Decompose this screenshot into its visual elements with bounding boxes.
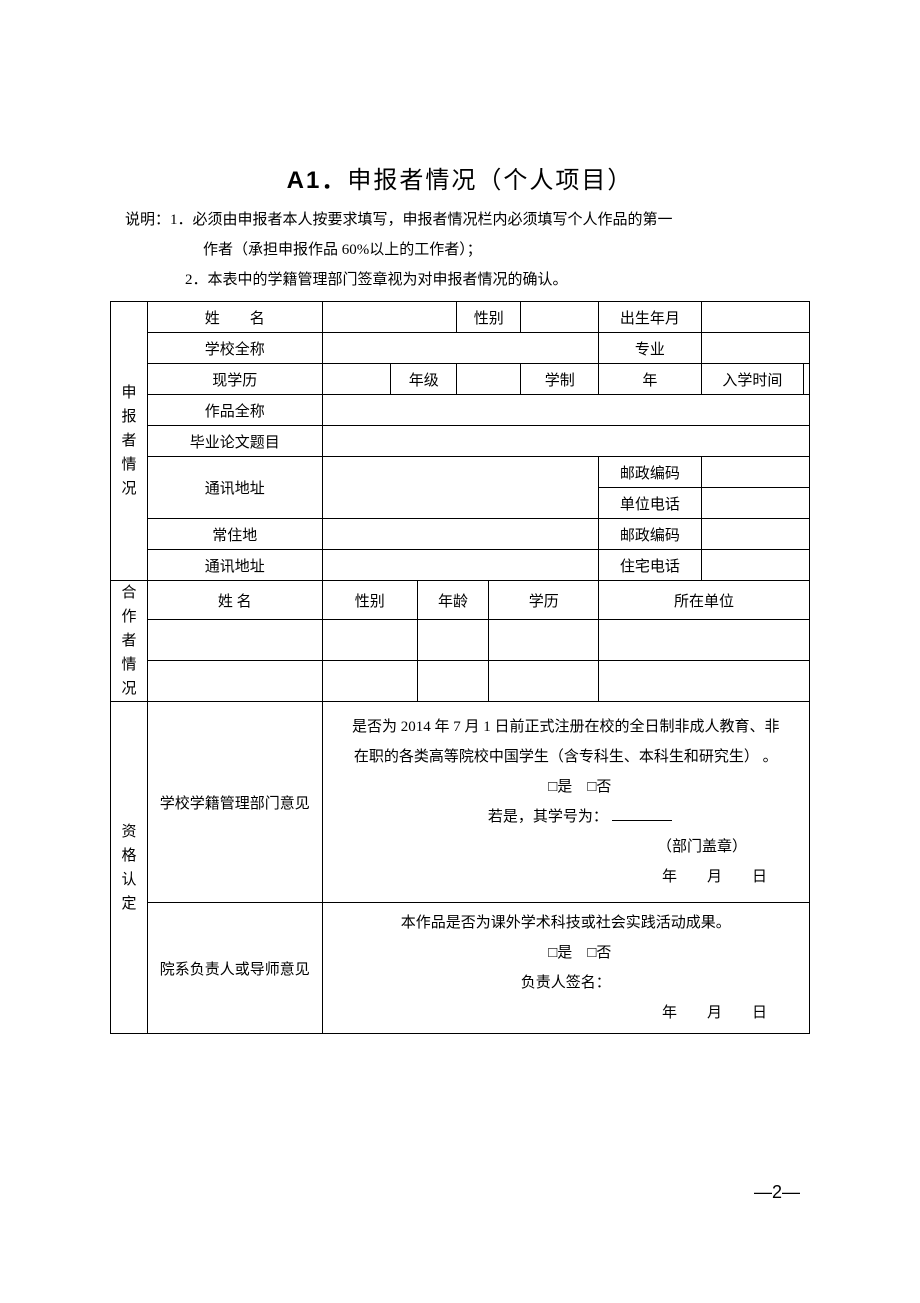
label-system: 学制 (521, 364, 599, 395)
dept-date: 年 月 日 (325, 862, 807, 892)
row-coop-1 (111, 620, 810, 661)
label-dept-opinion: 学校学籍管理部门意见 (148, 702, 323, 903)
label-years: 年 (599, 364, 702, 395)
field-name[interactable] (322, 302, 457, 333)
dept-yes[interactable]: □是 (548, 779, 572, 795)
label-postcode-2: 邮政编码 (599, 519, 702, 550)
advisor-yes[interactable]: □是 (548, 945, 572, 961)
field-coop1-age[interactable] (417, 620, 489, 661)
label-postcode-1: 邮政编码 (599, 457, 702, 488)
field-school[interactable] (322, 333, 599, 364)
label-school: 学校全称 (148, 333, 323, 364)
field-thesis[interactable] (322, 426, 809, 457)
label-unit-tel: 单位电话 (599, 488, 702, 519)
page-title: A1．申报者情况（个人项目） (110, 160, 810, 195)
label-grade: 年级 (391, 364, 457, 395)
label-birth: 出生年月 (599, 302, 702, 333)
advisor-opinion-cell[interactable]: 本作品是否为课外学术科技或社会实践活动成果。 □是 □否 负责人签名： 年 月 … (322, 903, 809, 1034)
row-name: 申报者情况 姓 名 性别 出生年月 (111, 302, 810, 333)
row-thesis: 毕业论文题目 (111, 426, 810, 457)
field-grade[interactable] (457, 364, 521, 395)
label-advisor-opinion: 院系负责人或导师意见 (148, 903, 323, 1034)
field-coop1-gender[interactable] (322, 620, 417, 661)
row-address-1: 通讯地址 邮政编码 (111, 457, 810, 488)
dept-q-line2: 在职的各类高等院校中国学生（含专科生、本科生和研究生） 。 (325, 742, 807, 772)
field-work-full[interactable] (322, 395, 809, 426)
field-coop1-name[interactable] (148, 620, 323, 661)
application-form-table: 申报者情况 姓 名 性别 出生年月 学校全称 专业 现学历 年级 学制 年 入学… (110, 301, 810, 1034)
field-birth[interactable] (701, 302, 809, 333)
instruction-line-2: 作者（承担申报作品 60%以上的工作者）； (125, 235, 810, 265)
field-gender[interactable] (521, 302, 599, 333)
label-home-tel: 住宅电话 (599, 550, 702, 581)
row-qualify-advisor: 院系负责人或导师意见 本作品是否为课外学术科技或社会实践活动成果。 □是 □否 … (111, 903, 810, 1034)
row-residence-1: 常住地 邮政编码 (111, 519, 810, 550)
label-gender: 性别 (457, 302, 521, 333)
dept-seal: （部门盖章） (325, 832, 807, 862)
label-enroll: 入学时间 (701, 364, 804, 395)
label-work-full: 作品全称 (148, 395, 323, 426)
field-coop2-unit[interactable] (599, 661, 810, 702)
dept-q-line1: 是否为 2014 年 7 月 1 日前正式注册在校的全日制非成人教育、非 (325, 712, 807, 742)
row-edu: 现学历 年级 学制 年 入学时间 (111, 364, 810, 395)
row-coop-2 (111, 661, 810, 702)
dept-ifyes: 若是，其学号为： (325, 802, 807, 832)
advisor-no[interactable]: □否 (587, 945, 611, 961)
field-edu[interactable] (322, 364, 391, 395)
field-coop1-unit[interactable] (599, 620, 810, 661)
title-prefix: A1． (287, 167, 348, 194)
advisor-date: 年 月 日 (325, 998, 807, 1028)
label-address-2: 通讯地址 (148, 550, 323, 581)
field-address[interactable] (322, 457, 599, 519)
page-number: —2— (754, 1182, 800, 1203)
field-coop2-edu[interactable] (489, 661, 599, 702)
label-coop-name: 姓 名 (148, 581, 323, 620)
field-enroll[interactable] (804, 364, 810, 395)
field-address-2[interactable] (322, 550, 599, 581)
label-thesis: 毕业论文题目 (148, 426, 323, 457)
field-coop1-edu[interactable] (489, 620, 599, 661)
field-major[interactable] (701, 333, 809, 364)
dept-opinion-cell[interactable]: 是否为 2014 年 7 月 1 日前正式注册在校的全日制非成人教育、非 在职的… (322, 702, 809, 903)
instruction-line-3: 2．本表中的学籍管理部门签章视为对申报者情况的确认。 (125, 265, 810, 295)
field-home-tel[interactable] (701, 550, 809, 581)
section-label-applicant: 申报者情况 (111, 302, 148, 581)
row-residence-2: 通讯地址 住宅电话 (111, 550, 810, 581)
dept-yesno: □是 □否 (325, 772, 807, 802)
row-school: 学校全称 专业 (111, 333, 810, 364)
field-coop2-gender[interactable] (322, 661, 417, 702)
advisor-yesno: □是 □否 (325, 938, 807, 968)
label-coop-edu: 学历 (489, 581, 599, 620)
label-residence: 常住地 (148, 519, 323, 550)
student-id-underline[interactable] (612, 806, 672, 821)
section-label-coop: 合作者情况 (111, 581, 148, 702)
label-address: 通讯地址 (148, 457, 323, 519)
field-coop2-age[interactable] (417, 661, 489, 702)
document-page: A1．申报者情况（个人项目） 说明：1．必须由申报者本人按要求填写，申报者情况栏… (0, 0, 920, 1303)
instructions-block: 说明：1．必须由申报者本人按要求填写，申报者情况栏内必须填写个人作品的第一 作者… (125, 205, 810, 295)
row-qualify-dept: 资格认定 学校学籍管理部门意见 是否为 2014 年 7 月 1 日前正式注册在… (111, 702, 810, 903)
label-major: 专业 (599, 333, 702, 364)
advisor-sign: 负责人签名： (325, 968, 807, 998)
field-unit-tel[interactable] (701, 488, 809, 519)
row-work-full: 作品全称 (111, 395, 810, 426)
advisor-q-line: 本作品是否为课外学术科技或社会实践活动成果。 (325, 908, 807, 938)
label-coop-unit: 所在单位 (599, 581, 810, 620)
section-label-qualify: 资格认定 (111, 702, 148, 1034)
label-edu: 现学历 (148, 364, 323, 395)
label-name: 姓 名 (148, 302, 323, 333)
field-coop2-name[interactable] (148, 661, 323, 702)
instruction-line-1: 说明：1．必须由申报者本人按要求填写，申报者情况栏内必须填写个人作品的第一 (125, 205, 810, 235)
label-coop-gender: 性别 (322, 581, 417, 620)
field-residence[interactable] (322, 519, 599, 550)
field-postcode-1[interactable] (701, 457, 809, 488)
field-postcode-2[interactable] (701, 519, 809, 550)
row-coop-header: 合作者情况 姓 名 性别 年龄 学历 所在单位 (111, 581, 810, 620)
title-main: 申报者情况（个人项目） (347, 168, 633, 194)
dept-no[interactable]: □否 (587, 779, 611, 795)
label-coop-age: 年龄 (417, 581, 489, 620)
